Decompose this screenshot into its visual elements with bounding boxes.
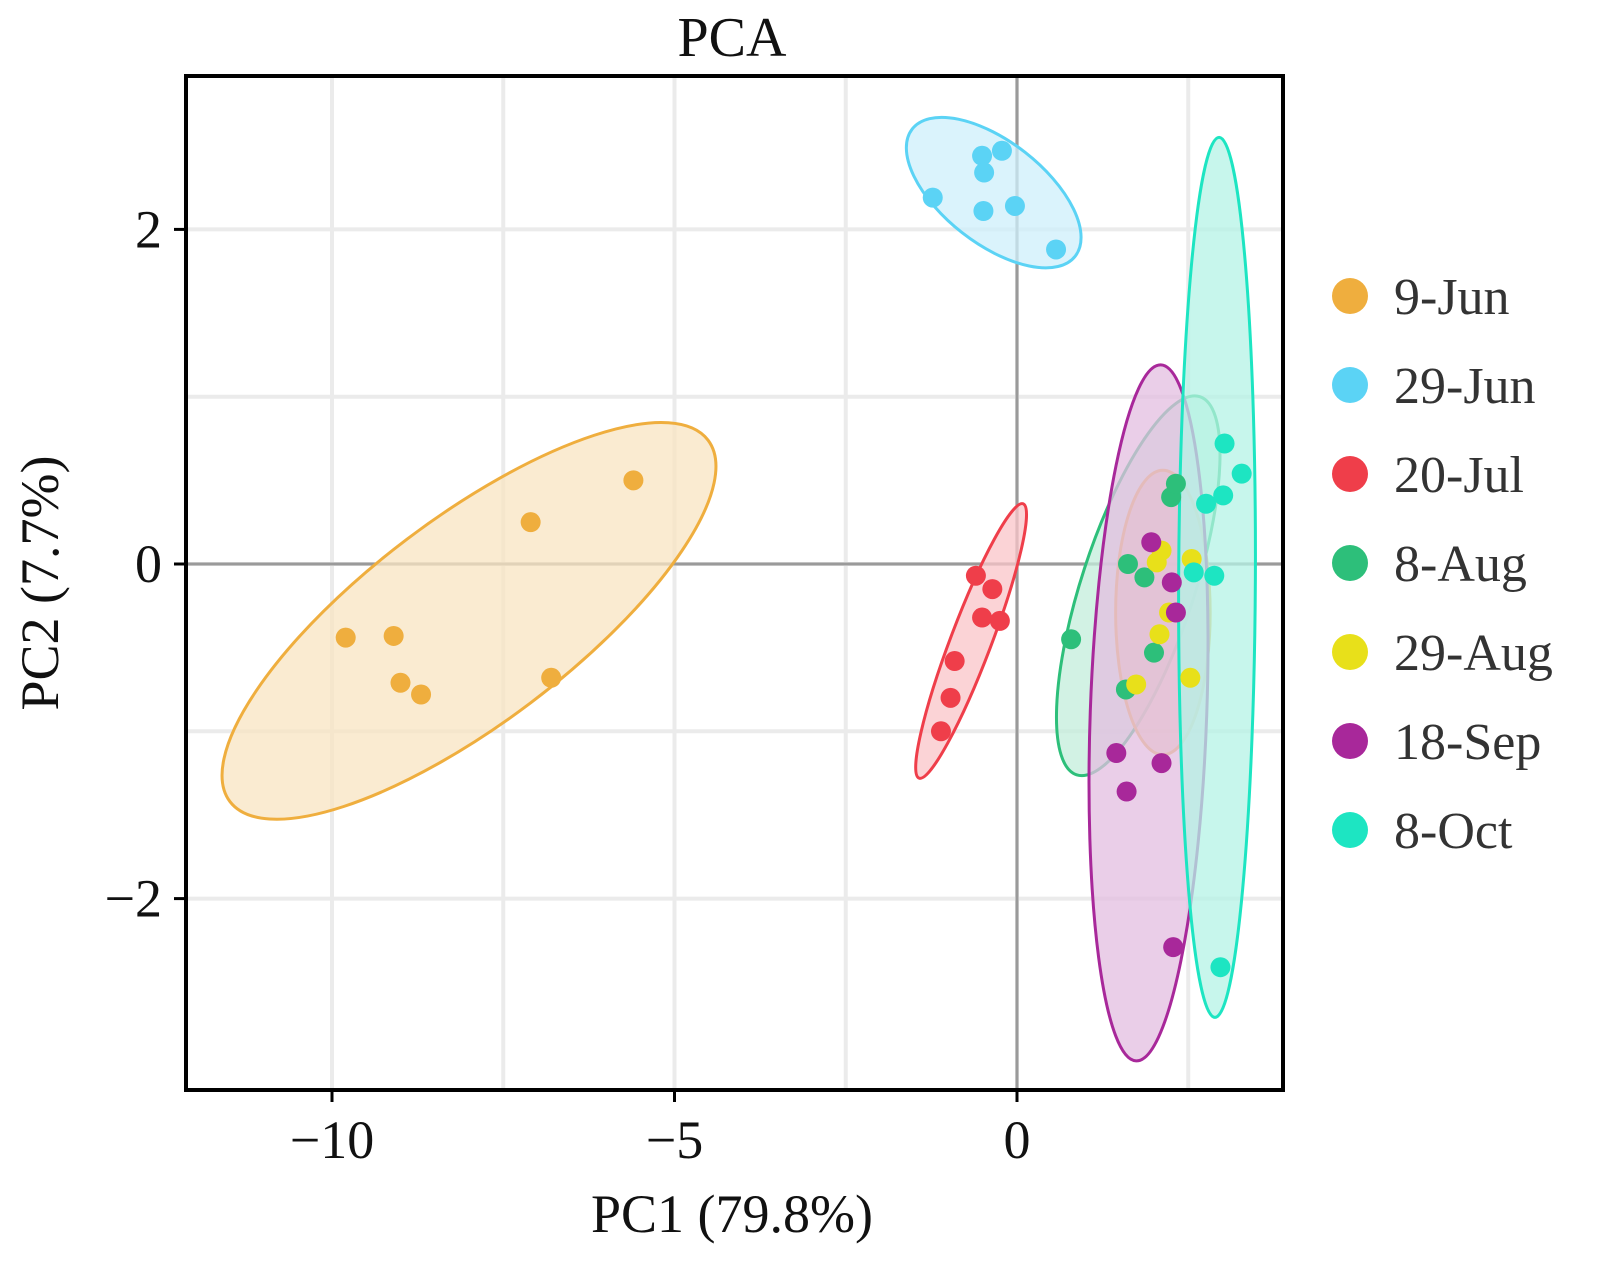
- point-29-Jun: [1046, 239, 1067, 260]
- point-8-Oct: [1213, 485, 1234, 506]
- legend-label-20-Jul: 20-Jul: [1394, 447, 1524, 504]
- point-8-Aug: [1134, 567, 1155, 588]
- legend-marker-29-Jun: [1332, 367, 1368, 403]
- point-29-Aug: [1126, 674, 1147, 695]
- point-8-Aug: [1144, 642, 1164, 663]
- x-tick-label: −10: [290, 1110, 374, 1170]
- chart-title: PCA: [678, 7, 787, 69]
- point-29-Jun: [1004, 195, 1025, 216]
- point-29-Aug: [1180, 667, 1201, 688]
- x-axis-title: PC1 (79.8%): [591, 1184, 873, 1244]
- point-20-Jul: [972, 607, 993, 628]
- point-29-Jun: [974, 162, 995, 183]
- legend-label-29-Jun: 29-Jun: [1394, 358, 1536, 415]
- point-9-Jun: [383, 625, 404, 646]
- point-20-Jul: [965, 565, 986, 586]
- point-18-Sep: [1165, 602, 1186, 623]
- ellipse-20-Jul: [914, 502, 1029, 780]
- y-axis-title: PC2 (7.7%): [10, 456, 70, 711]
- legend-label-29-Aug: 29-Aug: [1394, 625, 1553, 682]
- legend-marker-9-Jun: [1332, 278, 1368, 314]
- point-8-Oct: [1183, 562, 1204, 583]
- point-20-Jul: [982, 579, 1003, 600]
- y-tick-label: 0: [135, 534, 162, 594]
- data-points: [335, 140, 1252, 978]
- point-20-Jul: [944, 651, 965, 672]
- legend: 9-Jun 29-Jun 20-Jul 8-Aug 29-Aug 18-Sep 8-Oct: [1332, 269, 1553, 860]
- confidence-ellipses: [220, 115, 1257, 1063]
- legend-marker-8-Oct: [1332, 812, 1368, 848]
- legend-marker-18-Sep: [1332, 723, 1368, 759]
- point-8-Aug: [1117, 554, 1138, 574]
- point-29-Jun: [991, 140, 1012, 161]
- point-18-Sep: [1163, 937, 1184, 958]
- legend-label-8-Oct: 8-Oct: [1394, 803, 1513, 860]
- point-9-Jun: [623, 470, 644, 491]
- point-8-Aug: [1061, 629, 1082, 650]
- point-29-Aug: [1149, 624, 1170, 645]
- legend-marker-20-Jul: [1332, 456, 1368, 492]
- point-8-Oct: [1214, 433, 1235, 454]
- point-8-Aug: [1165, 473, 1186, 494]
- point-29-Jun: [922, 187, 943, 208]
- point-29-Jun: [973, 200, 994, 221]
- legend-label-9-Jun: 9-Jun: [1394, 269, 1510, 326]
- point-20-Jul: [989, 610, 1010, 631]
- x-tick-label: 0: [1004, 1110, 1031, 1170]
- point-8-Oct: [1231, 463, 1252, 484]
- y-axis-ticks: 2 0 −2: [105, 199, 186, 929]
- point-8-Oct: [1204, 565, 1225, 586]
- point-9-Jun: [541, 667, 562, 688]
- point-8-Oct: [1196, 493, 1217, 514]
- x-tick-label: −5: [646, 1110, 703, 1170]
- y-tick-label: −2: [105, 869, 162, 929]
- point-18-Sep: [1161, 572, 1182, 593]
- point-18-Sep: [1116, 781, 1137, 802]
- point-9-Jun: [390, 672, 411, 693]
- ellipse-29-Jun: [904, 115, 1083, 270]
- plot-frame: [184, 74, 1285, 1092]
- point-18-Sep: [1151, 753, 1172, 774]
- point-20-Jul: [930, 721, 951, 742]
- point-18-Sep: [1106, 743, 1127, 764]
- y-tick-label: 2: [135, 199, 162, 259]
- point-9-Jun: [411, 684, 432, 705]
- point-9-Jun: [335, 627, 356, 648]
- legend-marker-29-Aug: [1332, 634, 1368, 670]
- point-9-Jun: [520, 512, 541, 533]
- point-20-Jul: [940, 687, 961, 708]
- ellipse-9-Jun: [220, 421, 718, 821]
- legend-marker-8-Aug: [1332, 545, 1368, 581]
- legend-label-18-Sep: 18-Sep: [1394, 714, 1541, 771]
- x-axis-ticks: −10 −5 0: [290, 1090, 1031, 1170]
- point-8-Oct: [1210, 957, 1231, 978]
- point-29-Jun: [972, 145, 993, 166]
- legend-label-8-Aug: 8-Aug: [1394, 536, 1527, 593]
- point-18-Sep: [1141, 532, 1162, 553]
